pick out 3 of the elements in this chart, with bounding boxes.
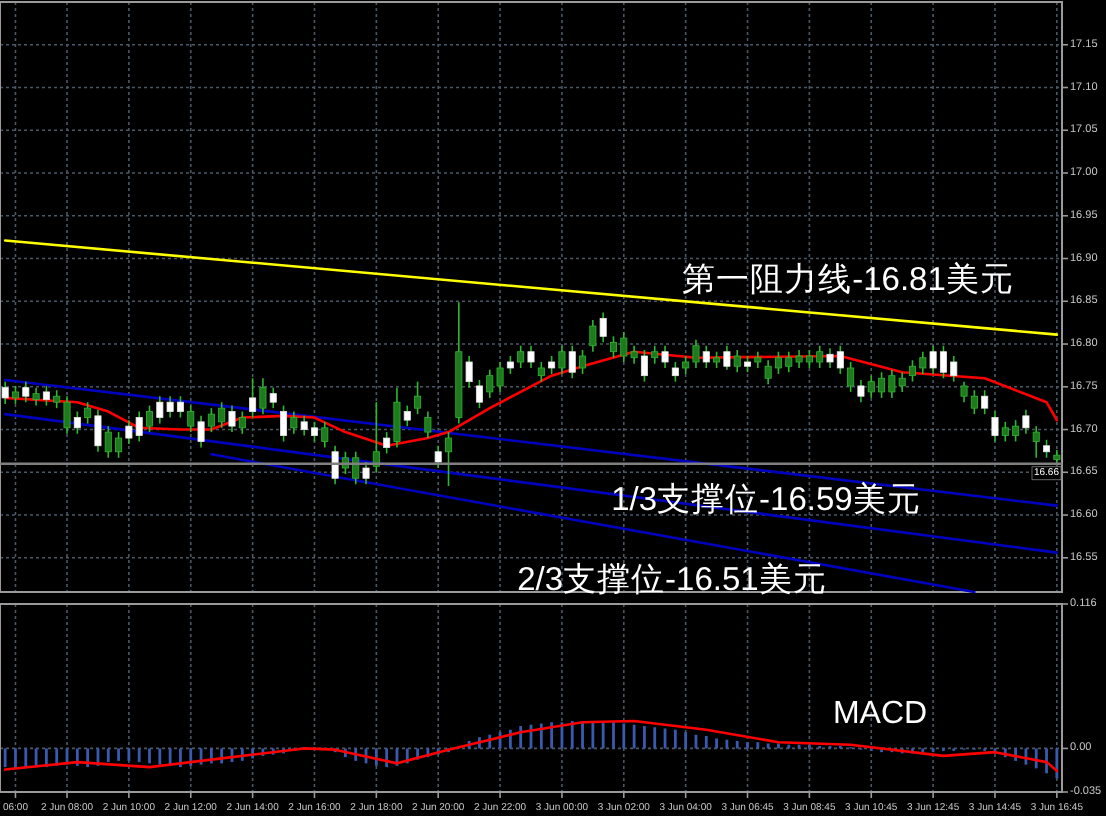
annotation: 第一阻力线-16.81美元 bbox=[682, 260, 1014, 298]
annotation: 2/3支撑位-16.51美元 bbox=[517, 560, 827, 598]
text: MACD bbox=[832, 697, 928, 731]
